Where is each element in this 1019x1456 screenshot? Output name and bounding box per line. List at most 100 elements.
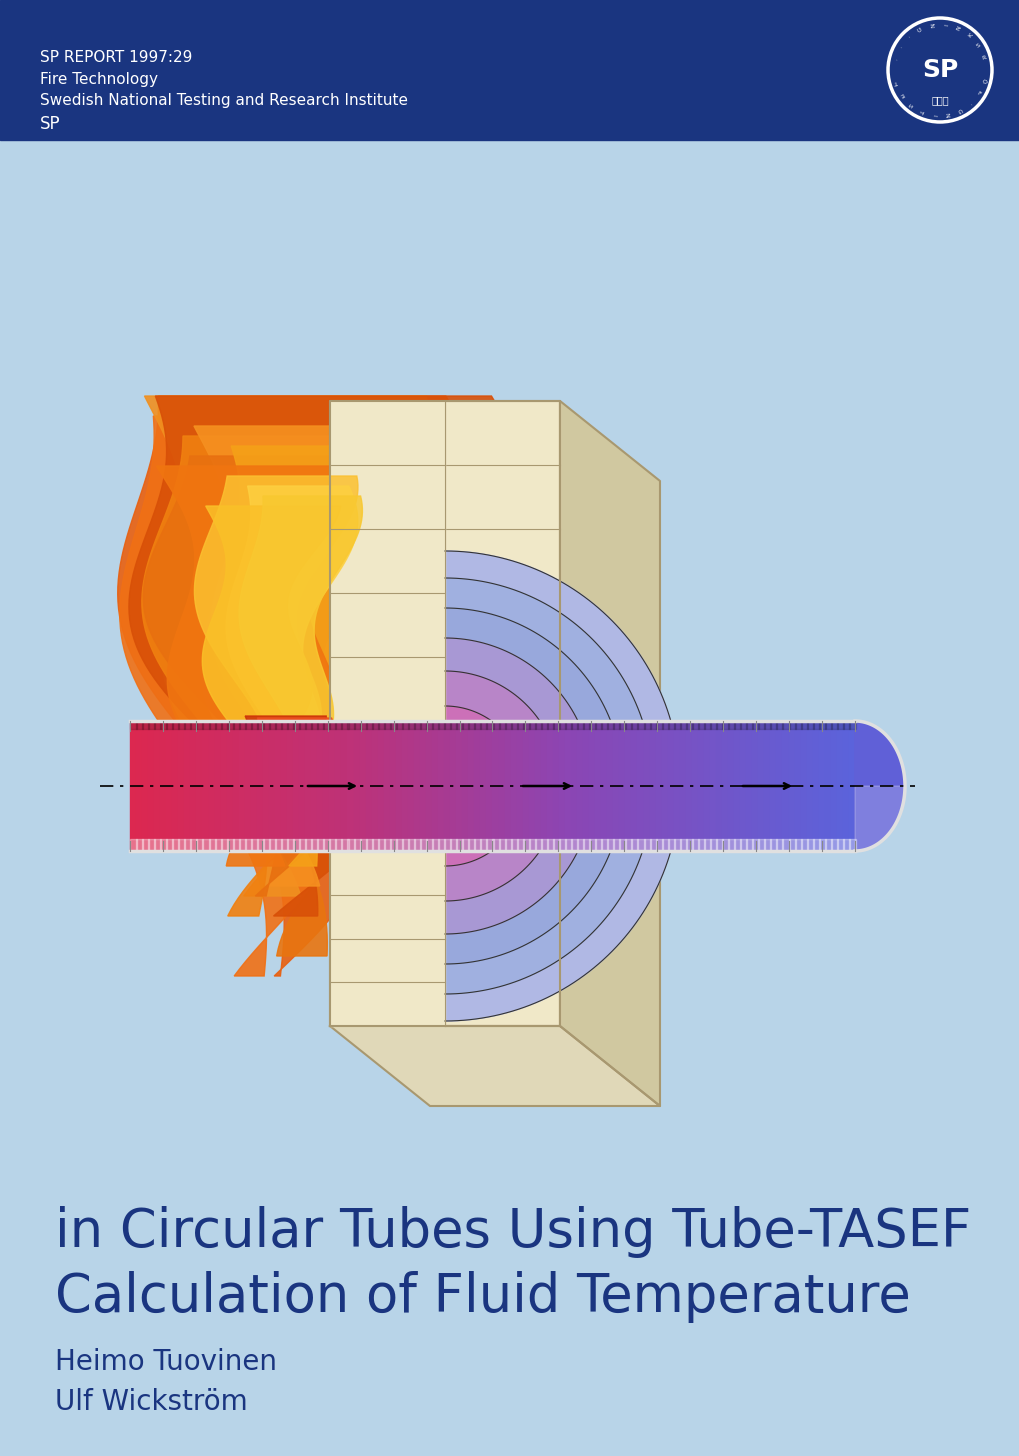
Polygon shape: [330, 400, 559, 1026]
Text: Swedish National Testing and Research Institute: Swedish National Testing and Research In…: [40, 93, 408, 108]
Polygon shape: [498, 839, 505, 850]
Polygon shape: [649, 721, 656, 729]
Polygon shape: [583, 721, 590, 729]
Polygon shape: [775, 721, 783, 729]
Polygon shape: [691, 721, 698, 729]
Polygon shape: [800, 721, 807, 850]
Polygon shape: [257, 721, 264, 729]
Polygon shape: [637, 721, 644, 729]
Polygon shape: [612, 721, 620, 850]
Polygon shape: [715, 721, 722, 729]
Polygon shape: [824, 839, 832, 850]
Polygon shape: [136, 721, 143, 729]
Polygon shape: [782, 839, 789, 850]
Polygon shape: [275, 721, 282, 850]
Polygon shape: [534, 839, 541, 850]
Polygon shape: [444, 745, 484, 826]
Polygon shape: [697, 721, 704, 729]
Polygon shape: [389, 721, 396, 729]
Polygon shape: [202, 507, 340, 807]
Polygon shape: [606, 721, 613, 850]
Polygon shape: [631, 721, 638, 850]
Polygon shape: [299, 839, 306, 850]
Polygon shape: [667, 721, 675, 850]
Text: N: N: [955, 25, 962, 32]
Polygon shape: [426, 721, 433, 729]
Polygon shape: [643, 721, 650, 729]
Polygon shape: [558, 721, 566, 729]
Polygon shape: [763, 721, 770, 729]
Polygon shape: [281, 839, 287, 850]
Polygon shape: [848, 839, 855, 850]
Polygon shape: [559, 400, 659, 1107]
Polygon shape: [365, 721, 372, 850]
Polygon shape: [154, 721, 161, 729]
Polygon shape: [329, 839, 336, 850]
Polygon shape: [715, 721, 722, 850]
Text: Ulf Wickström: Ulf Wickström: [55, 1388, 248, 1417]
Polygon shape: [232, 721, 239, 850]
Polygon shape: [740, 839, 747, 850]
Polygon shape: [220, 721, 227, 850]
Polygon shape: [214, 721, 221, 729]
Polygon shape: [408, 839, 415, 850]
Polygon shape: [752, 721, 758, 729]
Polygon shape: [311, 839, 318, 850]
Polygon shape: [286, 839, 293, 850]
Circle shape: [900, 31, 978, 109]
Polygon shape: [583, 721, 590, 850]
Polygon shape: [697, 721, 704, 850]
Polygon shape: [323, 721, 330, 729]
Polygon shape: [365, 839, 372, 850]
Polygon shape: [763, 839, 770, 850]
Polygon shape: [238, 721, 246, 850]
Polygon shape: [667, 721, 675, 729]
Polygon shape: [371, 839, 378, 850]
Text: G: G: [955, 108, 962, 115]
Polygon shape: [685, 721, 692, 850]
Text: N: N: [929, 22, 935, 28]
Polygon shape: [757, 721, 764, 729]
Polygon shape: [191, 839, 198, 850]
Text: T: T: [893, 79, 898, 84]
Polygon shape: [426, 839, 433, 850]
Polygon shape: [619, 839, 626, 850]
Polygon shape: [238, 721, 246, 729]
Polygon shape: [546, 721, 553, 850]
Polygon shape: [782, 721, 789, 850]
Polygon shape: [734, 839, 741, 850]
Polygon shape: [565, 721, 572, 850]
Polygon shape: [788, 839, 795, 850]
Polygon shape: [769, 839, 776, 850]
Polygon shape: [558, 721, 566, 850]
Polygon shape: [128, 396, 506, 916]
Text: O: O: [980, 79, 986, 84]
Polygon shape: [782, 721, 789, 729]
Polygon shape: [154, 721, 161, 850]
Polygon shape: [546, 721, 553, 729]
Polygon shape: [571, 721, 578, 729]
Polygon shape: [619, 721, 626, 729]
Polygon shape: [129, 839, 137, 850]
Polygon shape: [842, 721, 849, 850]
Polygon shape: [806, 839, 813, 850]
Polygon shape: [577, 839, 584, 850]
Polygon shape: [335, 839, 342, 850]
Polygon shape: [540, 839, 547, 850]
Polygon shape: [806, 721, 813, 850]
Polygon shape: [269, 721, 276, 729]
Polygon shape: [740, 721, 747, 850]
Polygon shape: [365, 721, 372, 729]
Polygon shape: [600, 721, 607, 729]
Polygon shape: [625, 721, 632, 850]
Polygon shape: [806, 721, 813, 729]
Polygon shape: [734, 721, 741, 729]
Polygon shape: [504, 721, 512, 850]
Text: N: N: [943, 112, 949, 118]
Polygon shape: [854, 721, 904, 850]
Polygon shape: [154, 839, 161, 850]
Polygon shape: [511, 721, 518, 850]
Polygon shape: [360, 721, 366, 850]
Polygon shape: [800, 839, 807, 850]
Polygon shape: [775, 839, 783, 850]
